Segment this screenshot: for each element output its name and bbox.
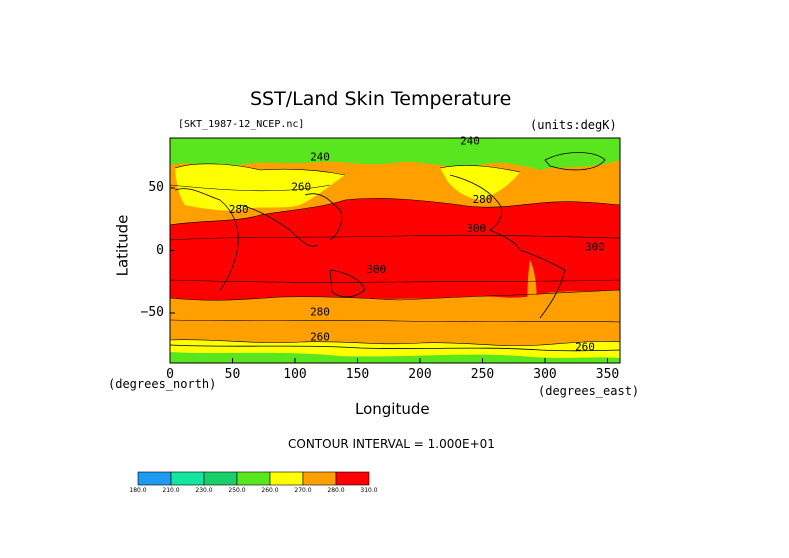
colorbar-label: 270.0	[294, 487, 311, 494]
colorbar-label: 260.0	[261, 487, 278, 494]
x-tick-label: 0	[166, 367, 174, 382]
x-tick-label: 50	[224, 367, 241, 382]
colorbar-swatch	[236, 471, 271, 486]
x-unit-right: (degrees_east)	[538, 384, 640, 398]
colorbar-swatch	[269, 471, 304, 486]
contour-interval: CONTOUR INTERVAL = 1.000E+01	[288, 437, 495, 451]
temperature-map: 240 240 260 280 280 300 300 300 280 260 260	[169, 134, 621, 364]
colorbar-label: 230.0	[195, 487, 212, 494]
dataset-label: [SKT_1987-12_NCEP.nc]	[178, 119, 305, 130]
colorbar-swatch	[137, 471, 172, 486]
contour-label: 280	[473, 193, 493, 206]
contour-label: 300	[366, 263, 386, 276]
colorbar-swatch	[203, 471, 238, 486]
colorbar-swatch	[335, 471, 370, 486]
x-tick-label: 100	[283, 367, 307, 382]
y-tick-label: 50	[148, 180, 164, 195]
axis-ticks	[169, 187, 608, 363]
colorbar-swatch	[170, 471, 205, 486]
contour-label: 260	[310, 331, 330, 344]
colorbar-label: 250.0	[228, 487, 245, 494]
colorbar-label: 310.0	[360, 487, 377, 494]
y-tick-label: −50	[140, 305, 164, 320]
colorbar-label: 280.0	[327, 487, 344, 494]
contour-label: 240	[460, 134, 480, 147]
x-tick-label: 200	[408, 367, 432, 382]
contour-label: 280	[229, 203, 249, 216]
contour-label: 260	[575, 341, 595, 354]
x-axis-label: Longitude	[355, 400, 430, 418]
colorbar-swatch	[302, 471, 337, 486]
colorbar: 180.0 210.0 230.0 250.0 260.0 270.0 280.0 310.0	[129, 471, 378, 494]
contour-label: 260	[291, 181, 311, 194]
units-label: (units:degK)	[530, 118, 617, 132]
x-tick-label: 250	[470, 367, 495, 382]
x-tick-label: 300	[533, 367, 557, 382]
y-tick-label: 0	[156, 242, 164, 258]
contour-label: 300	[585, 241, 605, 254]
x-tick-label: 350	[595, 367, 620, 382]
contour-label: 280	[310, 306, 330, 319]
y-axis-label: Latitude	[113, 214, 132, 277]
chart-title: SST/Land Skin Temperature	[250, 88, 512, 110]
x-tick-label: 150	[345, 367, 370, 382]
contour-label: 300	[466, 222, 486, 235]
colorbar-label: 210.0	[162, 487, 179, 494]
contour-label: 240	[310, 151, 330, 164]
x-unit-left: (degrees_north)	[108, 377, 217, 391]
colorbar-label: 180.0	[129, 487, 146, 494]
